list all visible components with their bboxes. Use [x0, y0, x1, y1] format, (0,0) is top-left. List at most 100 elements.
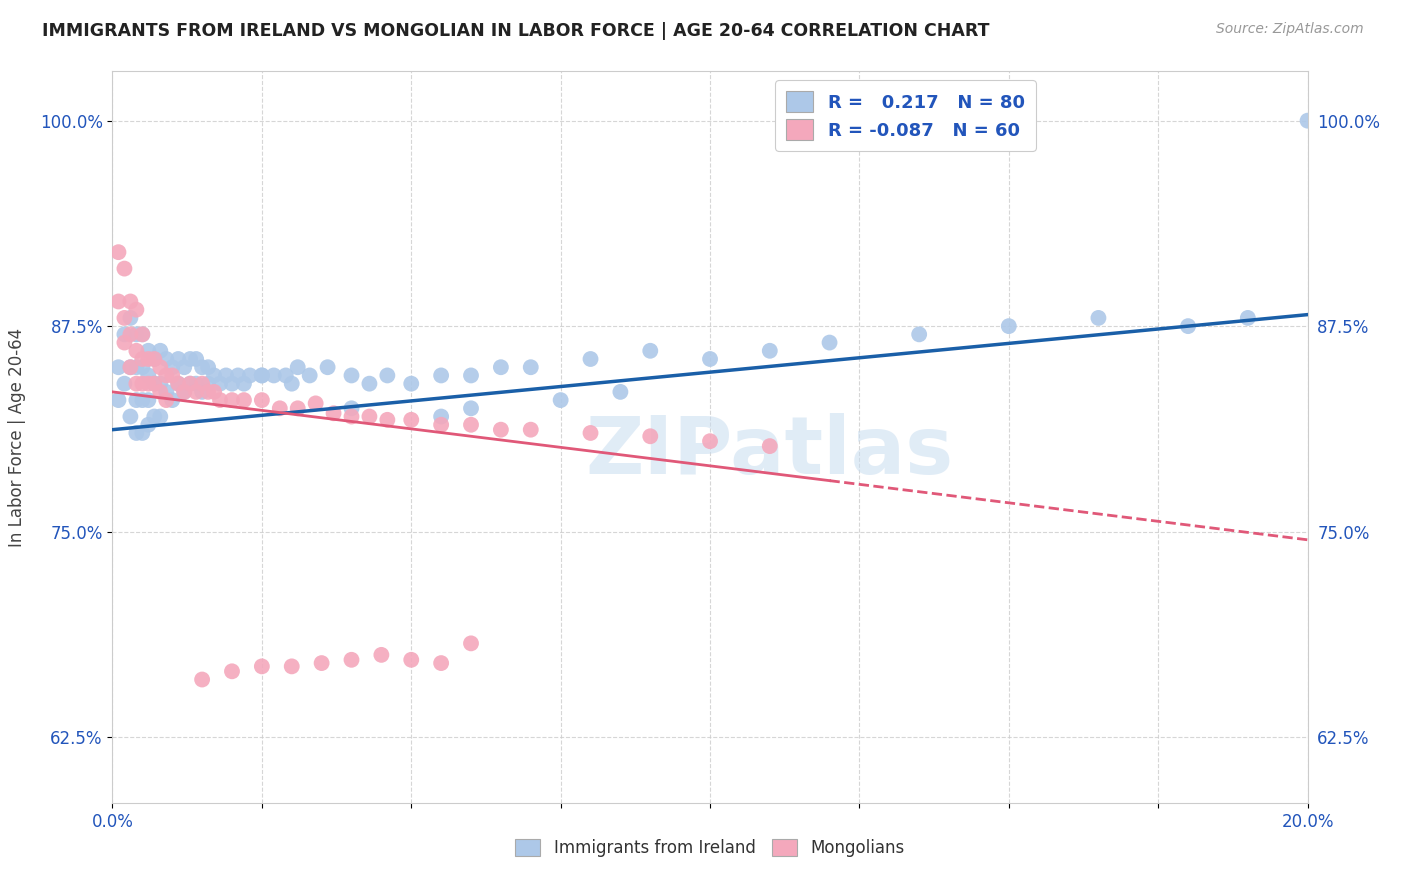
Point [186, 376, 208, 391]
Point [640, 429, 662, 443]
Point [107, 294, 129, 309]
Point [138, 368, 160, 383]
Point [149, 360, 172, 375]
Point [430, 409, 453, 424]
Point [131, 425, 153, 440]
Point [401, 413, 423, 427]
Point [311, 656, 333, 670]
Point [550, 393, 572, 408]
Point [197, 360, 219, 375]
Point [143, 376, 166, 391]
Point [250, 393, 273, 408]
Point [287, 401, 309, 416]
Point [377, 368, 399, 383]
Point [125, 376, 148, 391]
Legend: Immigrants from Ireland, Mongolians: Immigrants from Ireland, Mongolians [509, 832, 911, 864]
Point [114, 261, 135, 276]
Point [281, 659, 304, 673]
Point [609, 384, 631, 399]
Text: IMMIGRANTS FROM IRELAND VS MONGOLIAN IN LABOR FORCE | AGE 20-64 CORRELATION CHAR: IMMIGRANTS FROM IRELAND VS MONGOLIAN IN … [42, 22, 990, 40]
Point [460, 401, 482, 416]
Point [818, 335, 841, 350]
Point [233, 393, 256, 408]
Point [370, 648, 392, 662]
Point [340, 401, 363, 416]
Point [191, 360, 214, 375]
Point [520, 360, 543, 375]
Point [107, 360, 129, 375]
Point [287, 360, 309, 375]
Point [155, 384, 177, 399]
Point [120, 327, 142, 342]
Point [489, 360, 512, 375]
Point [340, 368, 363, 383]
Point [191, 376, 214, 391]
Point [401, 376, 423, 391]
Point [221, 376, 243, 391]
Point [131, 376, 153, 391]
Point [114, 310, 135, 325]
Point [298, 368, 321, 383]
Point [138, 393, 160, 408]
Point [998, 319, 1021, 334]
Point [579, 425, 602, 440]
Point [131, 393, 153, 408]
Point [125, 425, 148, 440]
Point [114, 327, 135, 342]
Point [1296, 113, 1319, 128]
Point [250, 368, 273, 383]
Point [377, 413, 399, 427]
Point [173, 384, 195, 399]
Point [1237, 310, 1260, 325]
Point [120, 409, 142, 424]
Point [221, 665, 243, 679]
Y-axis label: In Labor Force | Age 20-64: In Labor Force | Age 20-64 [8, 327, 25, 547]
Point [699, 434, 721, 449]
Point [202, 384, 225, 399]
Point [759, 343, 782, 358]
Point [179, 376, 201, 391]
Point [250, 659, 273, 673]
Point [250, 368, 273, 383]
Point [699, 351, 721, 366]
Point [138, 417, 160, 432]
Point [215, 368, 238, 383]
Point [359, 376, 381, 391]
Point [430, 417, 453, 432]
Point [138, 351, 160, 366]
Point [579, 351, 602, 366]
Point [143, 351, 166, 366]
Point [107, 393, 129, 408]
Point [640, 343, 662, 358]
Point [209, 393, 232, 408]
Point [131, 327, 153, 342]
Point [114, 335, 135, 350]
Point [125, 327, 148, 342]
Point [305, 396, 328, 410]
Point [233, 376, 256, 391]
Point [197, 376, 219, 391]
Point [759, 439, 782, 453]
Point [155, 368, 177, 383]
Point [173, 360, 195, 375]
Point [460, 636, 482, 650]
Point [460, 368, 482, 383]
Point [162, 360, 183, 375]
Point [179, 376, 201, 391]
Point [131, 327, 153, 342]
Point [274, 368, 297, 383]
Point [191, 384, 214, 399]
Point [179, 351, 201, 366]
Point [143, 351, 166, 366]
Point [107, 245, 129, 260]
Point [120, 360, 142, 375]
Point [114, 376, 135, 391]
Point [162, 368, 183, 383]
Point [202, 368, 225, 383]
Text: ZIPatlas: ZIPatlas [586, 413, 953, 491]
Point [138, 343, 160, 358]
Point [401, 653, 423, 667]
Point [269, 401, 291, 416]
Point [460, 417, 482, 432]
Point [167, 376, 190, 391]
